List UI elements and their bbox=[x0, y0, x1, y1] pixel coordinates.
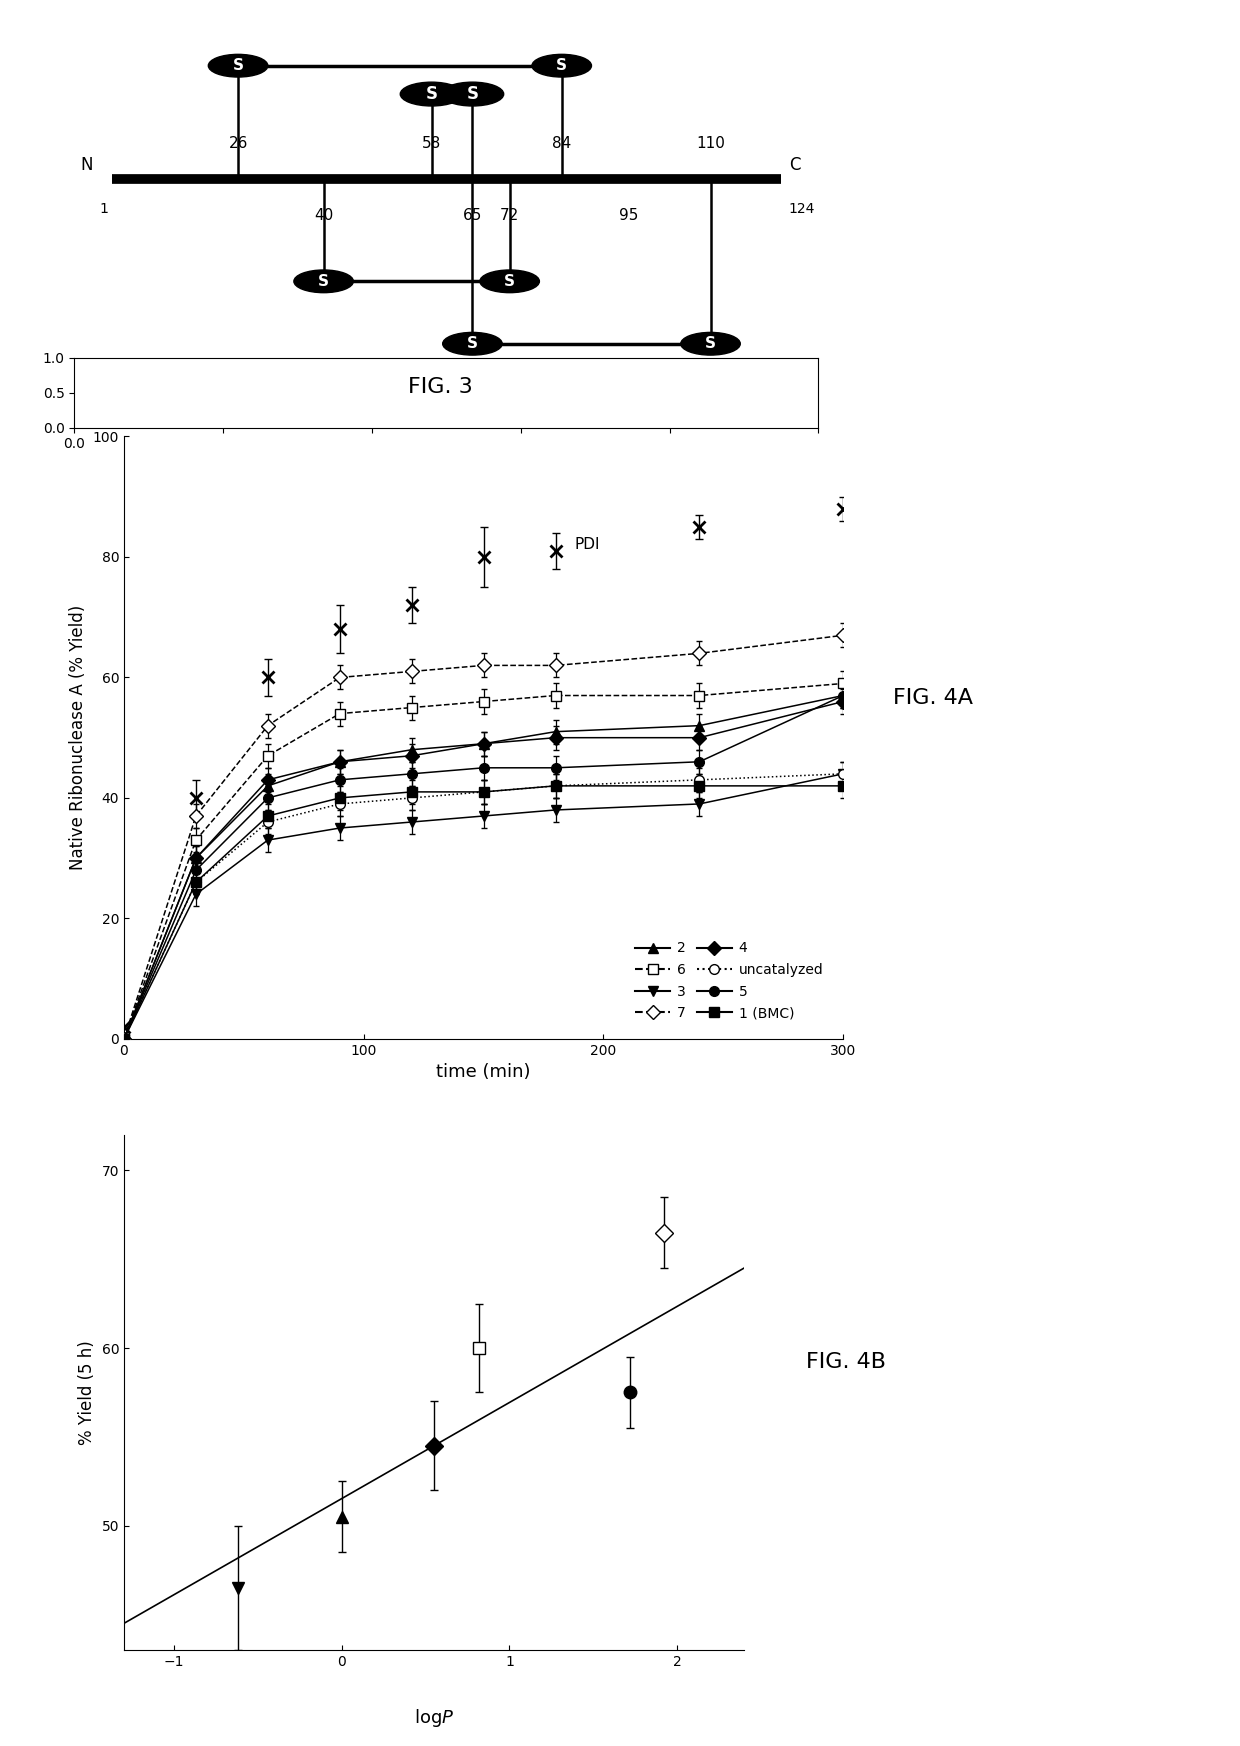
Circle shape bbox=[401, 82, 463, 107]
X-axis label: time (min): time (min) bbox=[436, 1063, 531, 1081]
Text: N: N bbox=[81, 155, 93, 175]
Text: 40: 40 bbox=[314, 208, 334, 222]
Text: C: C bbox=[789, 155, 800, 175]
Text: S: S bbox=[466, 86, 479, 103]
Text: log$\it{P}$: log$\it{P}$ bbox=[414, 1706, 454, 1729]
Text: FIG. 4B: FIG. 4B bbox=[806, 1351, 887, 1372]
Text: 65: 65 bbox=[463, 208, 482, 222]
Text: 58: 58 bbox=[422, 136, 441, 150]
Text: 124: 124 bbox=[789, 203, 815, 217]
Circle shape bbox=[208, 54, 268, 77]
Text: 95: 95 bbox=[619, 208, 639, 222]
Text: PDI: PDI bbox=[574, 538, 600, 552]
Text: S: S bbox=[505, 274, 515, 288]
Text: S: S bbox=[425, 86, 438, 103]
Circle shape bbox=[532, 54, 591, 77]
Circle shape bbox=[480, 271, 539, 293]
Text: S: S bbox=[706, 337, 715, 351]
Text: FIG. 3: FIG. 3 bbox=[408, 377, 472, 396]
Text: 1: 1 bbox=[99, 203, 109, 217]
Circle shape bbox=[441, 82, 503, 107]
Text: S: S bbox=[319, 274, 329, 288]
Y-axis label: Native Ribonuclease A (% Yield): Native Ribonuclease A (% Yield) bbox=[69, 606, 87, 870]
Text: S: S bbox=[467, 337, 477, 351]
Circle shape bbox=[443, 332, 502, 354]
Text: 72: 72 bbox=[500, 208, 520, 222]
Y-axis label: % Yield (5 h): % Yield (5 h) bbox=[78, 1341, 95, 1444]
Text: 84: 84 bbox=[552, 136, 572, 150]
Text: S: S bbox=[557, 58, 567, 73]
Text: 26: 26 bbox=[228, 136, 248, 150]
Text: 110: 110 bbox=[696, 136, 725, 150]
Text: S: S bbox=[233, 58, 243, 73]
Circle shape bbox=[294, 271, 353, 293]
Circle shape bbox=[681, 332, 740, 354]
Legend: 2, 6, 3, 7, 4, uncatalyzed, 5, 1 (BMC): 2, 6, 3, 7, 4, uncatalyzed, 5, 1 (BMC) bbox=[630, 936, 830, 1027]
Text: FIG. 4A: FIG. 4A bbox=[893, 688, 973, 709]
